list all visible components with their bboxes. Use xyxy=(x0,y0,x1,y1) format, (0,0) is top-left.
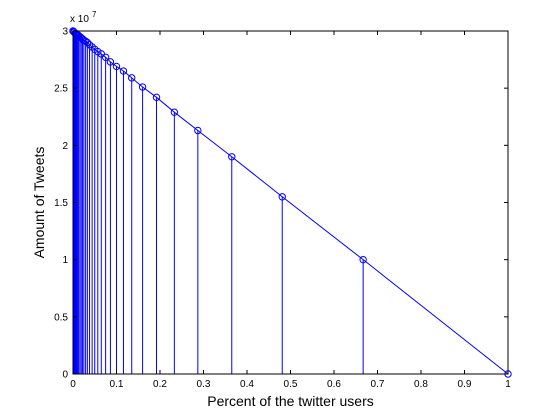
x-tick-label: 0.1 xyxy=(110,379,124,390)
x-axis-label: Percent of the twitter users xyxy=(207,393,374,409)
x-tick-label: 0.4 xyxy=(240,379,254,390)
y-axis-ticks: 0 0.5 1 1.5 2 2.5 3 xyxy=(54,27,508,381)
y-tick-label: 2 xyxy=(62,141,68,152)
y-multiplier-exponent: 7 xyxy=(92,10,97,19)
data-point-marker xyxy=(138,83,147,91)
x-axis-ticks: 0 0.1 0.2 0.3 0.4 0.5 0.6 0.7 0.8 0.9 1 xyxy=(70,31,511,390)
data-point-marker xyxy=(128,74,136,82)
x-tick-label: 0.2 xyxy=(153,379,167,390)
data-point-marker xyxy=(278,193,286,201)
data-point-marker xyxy=(194,126,202,135)
x-tick-label: 0.5 xyxy=(284,379,298,390)
y-tick-label: 2.5 xyxy=(54,84,68,95)
data-point-marker xyxy=(83,38,92,47)
y-tick-label: 1.5 xyxy=(54,198,68,209)
data-point-marker xyxy=(101,53,110,61)
data-point-marker xyxy=(119,67,128,75)
data-point-marker xyxy=(228,153,236,161)
x-tick-label: 0.6 xyxy=(327,379,341,390)
y-tick-label: 3 xyxy=(62,27,68,38)
y-multiplier-label: x 10 xyxy=(70,14,89,25)
data-point-marker xyxy=(106,58,115,66)
x-tick-label: 0.7 xyxy=(371,379,385,390)
x-tick-label: 0.9 xyxy=(458,379,472,390)
y-tick-label: 0 xyxy=(62,370,68,381)
x-tick-label: 1 xyxy=(505,379,511,390)
y-tick-label: 1 xyxy=(62,255,68,266)
data-point-marker xyxy=(170,108,179,116)
y-tick-label: 0.5 xyxy=(54,312,68,323)
x-tick-label: 0.3 xyxy=(197,379,211,390)
x-tick-label: 0.8 xyxy=(414,379,428,390)
y-axis-label: Amount of Tweets xyxy=(31,147,47,259)
data-point-marker xyxy=(112,62,121,71)
data-point-marker xyxy=(359,255,367,264)
data-point-marker xyxy=(152,93,161,102)
dense-stems-band xyxy=(73,34,76,375)
x-tick-label: 0 xyxy=(70,379,76,390)
